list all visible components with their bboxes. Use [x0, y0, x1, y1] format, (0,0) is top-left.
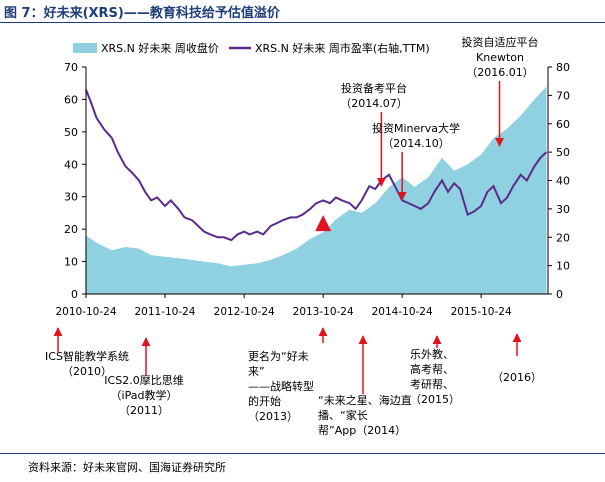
bottom-annotation-text: ICS2.0摩比思维	[104, 373, 183, 387]
x-tick-label: 2013-10-24	[293, 306, 354, 318]
x-tick-label: 2011-10-24	[134, 306, 195, 318]
bottom-annotation-text: ——战略转型	[248, 379, 314, 393]
chart-title: 图 7：好未来(XRS)——教育科技给予估值溢价	[4, 6, 280, 21]
bottom-annotation-text: （2010）	[62, 365, 112, 378]
bottom-annotation-text: 乐外教、	[410, 348, 454, 361]
right-tick-label: 0	[556, 288, 563, 301]
triangle-marker	[315, 215, 332, 232]
top-annotation-text: Knewton	[476, 51, 524, 64]
bottom-annotation-text: “未来之星、海边直	[318, 393, 412, 407]
left-tick-label: 10	[64, 256, 78, 269]
right-tick-label: 70	[556, 89, 570, 102]
price-area-series	[86, 86, 547, 294]
bottom-annotation-text: 播、“家长	[318, 408, 368, 422]
bottom-annotation-text: 考研帮、	[410, 378, 454, 391]
bottom-annotation-text: （2016）	[492, 371, 542, 384]
top-annotation-text: 投资Minerva大学	[372, 121, 460, 135]
right-tick-label: 40	[556, 175, 570, 188]
title-rule	[0, 22, 605, 23]
right-tick-label: 10	[556, 260, 570, 273]
x-tick-label: 2014-10-24	[372, 306, 433, 318]
right-tick-label: 80	[556, 61, 570, 74]
bottom-annotation-text: 帮”App（2014）	[318, 424, 406, 437]
bottom-annotation-text: 来”	[248, 365, 265, 378]
bottom-annotation-text: 更名为“好未	[248, 349, 309, 363]
right-tick-label: 60	[556, 118, 570, 131]
right-tick-label: 50	[556, 146, 570, 159]
bottom-annotation-text: 高考帮、	[410, 362, 454, 376]
top-annotation-text: 投资备考平台	[341, 81, 407, 95]
legend-label-price: XRS.N 好未来 周收盘价	[101, 41, 219, 55]
x-tick-label: 2010-10-24	[55, 306, 116, 318]
bottom-annotation-text: （2013）	[248, 410, 298, 423]
x-tick-label: 2012-10-24	[214, 306, 275, 318]
right-tick-label: 20	[556, 231, 570, 244]
bottom-annotation-text: ICS智能教学系统	[45, 349, 129, 363]
top-annotation-text: （2016.01）	[466, 66, 534, 79]
legend-swatch-price	[73, 43, 97, 53]
x-tick-label: 2015-10-24	[451, 306, 512, 318]
left-tick-label: 70	[64, 61, 78, 74]
left-tick-label: 0	[71, 288, 78, 301]
source-note: 资料来源：好未来官网、国海证券研究所	[28, 461, 226, 474]
top-annotation-text: 投资自适应平台	[462, 35, 539, 49]
bottom-annotation-text: 的开始	[248, 394, 281, 408]
right-tick-label: 30	[556, 203, 570, 216]
bottom-annotation-text: （iPad教学）	[111, 388, 178, 402]
left-tick-label: 60	[64, 93, 78, 106]
bottom-annotation-text: （2015）	[410, 393, 460, 406]
top-annotation-text: （2014.07）	[340, 97, 408, 110]
left-tick-label: 20	[64, 223, 78, 236]
bottom-rule	[0, 453, 605, 454]
left-tick-label: 40	[64, 158, 78, 171]
left-tick-label: 50	[64, 126, 78, 139]
legend-label-pe: XRS.N 好未来 周市盈率(右轴,TTM)	[255, 41, 430, 55]
pe-line-series	[85, 89, 548, 242]
left-tick-label: 30	[64, 191, 78, 204]
bottom-annotation-text: （2011）	[119, 404, 169, 417]
top-annotation-text: （2014.10）	[382, 137, 450, 150]
